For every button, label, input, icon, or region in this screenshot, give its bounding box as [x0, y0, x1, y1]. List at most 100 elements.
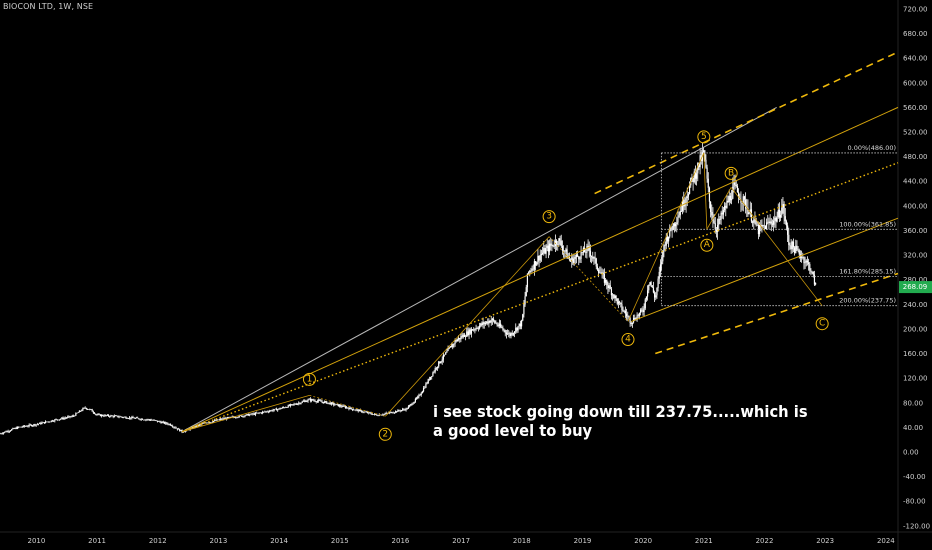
candle-body — [756, 225, 758, 226]
wave-label-4: 4 — [625, 335, 631, 345]
candle-body — [653, 292, 656, 298]
candle-body — [562, 250, 565, 252]
candle-body — [805, 260, 807, 263]
candle-body — [350, 407, 352, 409]
candle-body — [722, 210, 725, 215]
candle-body — [384, 413, 386, 415]
candle-body — [398, 410, 400, 411]
wave-connector — [627, 152, 705, 322]
candle-body — [378, 414, 380, 416]
candle-body — [216, 419, 218, 421]
candle-body — [497, 325, 499, 327]
candle-body — [88, 409, 90, 410]
candle-body — [509, 333, 511, 337]
candle-body — [43, 422, 45, 424]
candle-body — [404, 409, 406, 411]
candle-body — [590, 256, 593, 257]
candle-body — [333, 403, 335, 405]
y-tick-label: 160.00 — [903, 350, 928, 358]
candle-body — [320, 400, 322, 402]
candle-body — [446, 351, 448, 353]
candle-body — [469, 329, 471, 334]
candle-body — [345, 407, 348, 409]
candle-body — [327, 402, 329, 404]
candle-body — [2, 432, 5, 434]
candle-body — [127, 418, 129, 419]
candle-body — [58, 419, 61, 421]
candle-body — [487, 321, 489, 324]
candle-body — [151, 420, 153, 421]
candle-body — [512, 333, 515, 335]
candle-body — [592, 256, 594, 259]
candle-body — [279, 408, 281, 410]
candle-body — [428, 379, 430, 380]
candle-body — [316, 401, 318, 402]
candle-body — [745, 199, 747, 209]
candle-body — [65, 417, 68, 419]
x-tick-label: 2019 — [574, 537, 592, 545]
candle-body — [630, 322, 632, 325]
candle-body — [383, 414, 385, 415]
candle-body — [342, 405, 344, 407]
candle-body — [698, 162, 700, 168]
candle-body — [665, 236, 667, 246]
candle-body — [306, 401, 308, 402]
candle-body — [638, 312, 641, 316]
candle-body — [706, 167, 708, 179]
candle-body — [551, 244, 553, 246]
candle-body — [708, 187, 711, 202]
candle-body — [719, 218, 721, 220]
candle-body — [265, 411, 267, 413]
candle-body — [676, 222, 678, 224]
candle-body — [28, 424, 30, 427]
candle-body — [142, 419, 145, 421]
candle-body — [768, 221, 770, 223]
candle-body — [34, 424, 36, 426]
candle-body — [155, 420, 157, 422]
candle-body — [645, 296, 648, 300]
candle-body — [64, 417, 66, 419]
candle-body — [71, 415, 73, 417]
candle-body — [35, 424, 37, 426]
candle-body — [414, 398, 416, 402]
candle-body — [520, 320, 523, 327]
candle-body — [74, 415, 76, 417]
candle-body — [212, 420, 215, 422]
candle-body — [191, 427, 194, 429]
candle-body — [806, 260, 809, 263]
candle-body — [502, 327, 504, 330]
candle-body — [239, 415, 241, 417]
candle-body — [310, 399, 313, 401]
candle-body — [401, 409, 404, 411]
candle-body — [460, 336, 462, 340]
candle-body — [82, 408, 84, 411]
candle-body — [44, 421, 47, 424]
y-tick-label: 240.00 — [903, 301, 928, 309]
candle-body — [240, 415, 243, 417]
candle-body — [133, 417, 135, 419]
candle-body — [527, 272, 530, 274]
candle-body — [76, 412, 78, 414]
candle-body — [141, 418, 143, 420]
wave-label-1: 1 — [307, 374, 313, 384]
candle-body — [144, 419, 146, 421]
candle-body — [408, 405, 411, 407]
candle-body — [330, 402, 332, 405]
candle-body — [170, 425, 173, 427]
annotation-text[interactable]: i see stock going down till 237.75.....w… — [433, 402, 808, 440]
candle-body — [596, 266, 599, 270]
candle-body — [655, 295, 657, 298]
candle-body — [485, 321, 488, 323]
candle-body — [260, 412, 262, 414]
x-tick-label: 2012 — [149, 537, 167, 545]
candle-body — [573, 258, 575, 264]
candle-body — [75, 413, 77, 416]
candle-body — [23, 425, 26, 427]
candle-body — [19, 426, 21, 428]
candle-body — [399, 410, 401, 412]
candle-body — [736, 186, 739, 193]
candle-body — [658, 271, 660, 279]
candle-body — [236, 417, 238, 419]
candle-body — [686, 196, 688, 199]
